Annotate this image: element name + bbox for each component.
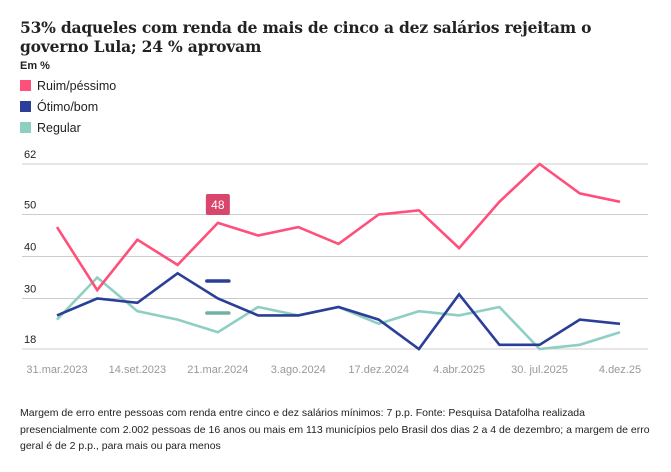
legend-swatch-otimo-bom bbox=[20, 101, 31, 112]
y-tick-label: 30 bbox=[24, 284, 36, 296]
unit-label: Em % bbox=[20, 60, 50, 72]
legend-swatch-regular bbox=[20, 122, 31, 133]
legend-label: Ruim/péssimo bbox=[37, 78, 117, 93]
y-axis-labels: 62 50 40 30 18 bbox=[24, 149, 36, 346]
x-tick-label: 31.mar.2023 bbox=[26, 364, 87, 376]
series-lines bbox=[55, 162, 621, 351]
x-axis-labels: 31.mar.2023 14.set.2023 21.mar.2024 3.ago.2… bbox=[26, 364, 641, 376]
legend-item-otimo-bom: Ótimo/bom bbox=[20, 96, 116, 117]
y-tick-label: 18 bbox=[24, 334, 36, 346]
tooltip-box bbox=[205, 194, 230, 215]
legend-swatch-ruim-pessimo bbox=[20, 80, 31, 91]
series-line-ruim-p-ssimo bbox=[55, 162, 621, 293]
y-tick-label: 50 bbox=[24, 199, 36, 211]
legend-item-regular: Regular bbox=[20, 117, 116, 138]
y-tick-label: 62 bbox=[24, 149, 36, 161]
legend-label: Regular bbox=[37, 120, 81, 135]
x-tick-label: 30. jul.2025 bbox=[511, 364, 568, 376]
legend-label: Ótimo/bom bbox=[37, 99, 99, 114]
x-tick-label: 14.set.2023 bbox=[109, 364, 167, 376]
x-tick-label: 17.dez.2024 bbox=[348, 364, 409, 376]
series-line-regular bbox=[56, 275, 621, 351]
chart-title: 53% daqueles com renda de mais de cinco … bbox=[20, 18, 592, 56]
series-line--timo-bom bbox=[56, 271, 621, 351]
x-tick-label: 4.dez.25 bbox=[599, 364, 641, 376]
gridlines bbox=[22, 163, 648, 350]
x-tick-label: 21.mar.2024 bbox=[187, 364, 248, 376]
x-tick-label: 3.ago.2024 bbox=[271, 364, 326, 376]
tooltip-value: 48 bbox=[211, 198, 225, 212]
y-tick-label: 40 bbox=[24, 242, 36, 254]
tooltip: 48 bbox=[205, 194, 231, 315]
legend: Ruim/péssimo Ótimo/bom Regular bbox=[20, 75, 116, 138]
legend-item-ruim-pessimo: Ruim/péssimo bbox=[20, 75, 116, 96]
footnote: Margem de erro entre pessoas com renda e… bbox=[20, 407, 650, 452]
x-tick-label: 4.abr.2025 bbox=[433, 364, 485, 376]
